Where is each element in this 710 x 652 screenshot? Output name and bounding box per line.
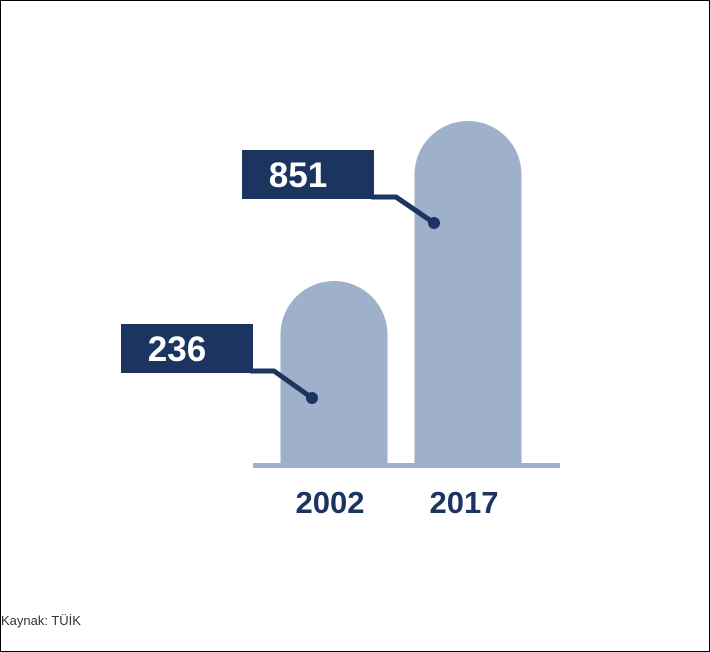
leader-line-2002 (248, 368, 315, 401)
bar-2002 (280, 280, 388, 463)
leader-dot-2017 (428, 217, 440, 229)
x-tick-label-2017: 2017 (430, 485, 499, 520)
leader-dot-2002 (306, 392, 318, 404)
value-label-box-2002 (121, 324, 253, 373)
source-note: Kaynak: TÜİK (1, 613, 81, 628)
leader-line-2017 (369, 194, 437, 226)
value-label-2017: 851 (269, 156, 327, 195)
value-label-box-2017 (242, 150, 374, 199)
bar-2017 (414, 120, 522, 463)
x-tick-label-2002: 2002 (296, 485, 365, 520)
x-axis-baseline (253, 463, 560, 468)
value-label-2002: 236 (148, 330, 206, 369)
